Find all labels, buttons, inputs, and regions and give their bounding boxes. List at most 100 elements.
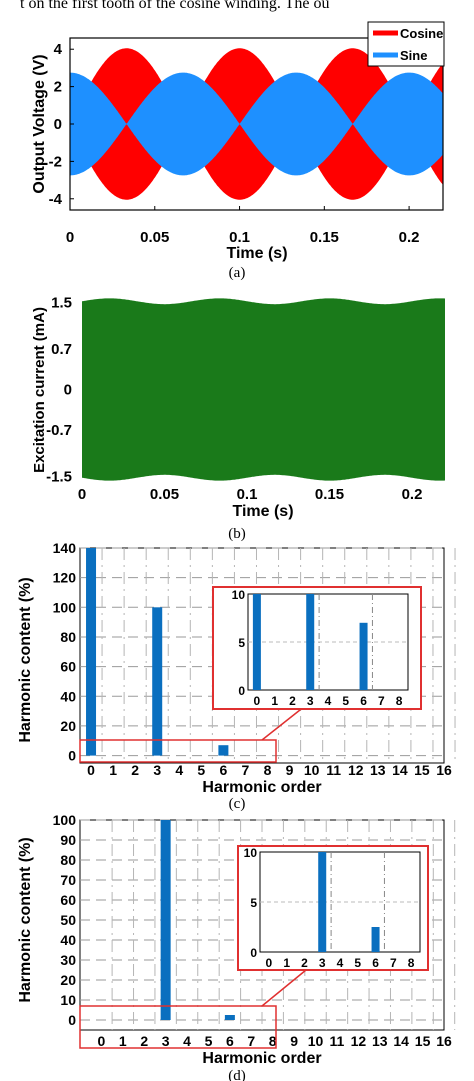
x-tick-label: 0 (98, 1033, 106, 1049)
x-tick-label: 0.05 (150, 486, 179, 503)
inset-x-tick-label: 7 (390, 956, 397, 970)
x-tick-label: 3 (162, 1033, 170, 1049)
panel-c-zoom-connector (261, 705, 306, 741)
x-tick-label: 14 (392, 762, 408, 778)
x-tick-label: 0.05 (140, 229, 169, 246)
panel-b-ylabel: Excitation current (mA) (31, 307, 48, 473)
y-tick-label: 140 (53, 540, 77, 556)
y-tick-label: 40 (60, 688, 76, 704)
y-tick-label: 0 (64, 382, 72, 399)
y-tick-label: 60 (60, 892, 76, 908)
x-tick-label: 15 (414, 762, 430, 778)
x-tick-label: 6 (219, 762, 227, 778)
y-tick-label: 4 (54, 41, 63, 58)
panel-a-legend: Cosine Sine (367, 21, 445, 67)
caption-a: (a) (229, 265, 246, 281)
x-tick-label: 7 (247, 1033, 255, 1049)
x-tick-label: 5 (205, 1033, 213, 1049)
x-tick-label: 10 (304, 762, 320, 778)
x-tick-label: 5 (197, 762, 205, 778)
x-tick-label: 2 (140, 1033, 148, 1049)
x-tick-label: 11 (326, 762, 341, 778)
inset-x-tick-label: 0 (266, 956, 273, 970)
inset-x-tick-label: 3 (307, 694, 314, 708)
x-tick-label: 7 (242, 762, 250, 778)
inset-x-tick-label: 4 (337, 956, 344, 970)
bar-harmonic-6 (224, 1015, 235, 1020)
panel-d-zoom-box (79, 1005, 277, 1049)
x-tick-label: 4 (175, 762, 183, 778)
y-tick-label: 1.5 (51, 294, 72, 311)
x-tick-label: 8 (264, 762, 272, 778)
panel-b-chart: 0 0.05 0.1 0.15 0.2-1.5-0.700.71.5 Time (s) … (31, 285, 445, 542)
inset-bar-harmonic-0 (252, 594, 261, 690)
x-tick-label: 0.2 (399, 229, 420, 246)
caption-d: (d) (228, 1068, 246, 1081)
inset-y-tick-label: 10 (232, 588, 246, 602)
y-tick-label: 2 (54, 79, 62, 96)
panel-d-xlabel: Harmonic order (202, 1050, 321, 1067)
x-tick-label: 9 (286, 762, 294, 778)
panel-d-ylabel: Harmonic content (%) (17, 837, 34, 1002)
y-tick-label: 40 (60, 932, 76, 948)
panel-a-chart: 0 0.05 0.1 0.15 0.2 -4 -2 0 2 4 Cosine Sine Time … (31, 21, 445, 281)
inset-bar-harmonic-6 (371, 927, 380, 952)
x-tick-label: 10 (308, 1033, 324, 1049)
caption-b: (b) (228, 526, 246, 542)
y-tick-label: 0 (68, 1012, 76, 1028)
x-tick-label: 4 (183, 1033, 191, 1049)
x-tick-label: 0.15 (315, 486, 344, 503)
inset-x-tick-label: 2 (289, 694, 296, 708)
x-tick-label: 12 (348, 762, 364, 778)
y-tick-label: 20 (60, 972, 76, 988)
x-tick-label: 2 (131, 762, 139, 778)
legend-sine-label: Sine (400, 48, 427, 63)
x-tick-label: 16 (436, 1033, 452, 1049)
y-tick-label: 100 (53, 599, 77, 615)
inset-bar-harmonic-3 (306, 594, 315, 690)
panel-d-chart: 0 1 2 3 4 5 6 7 8 9 10 11 12 13 14 15 160102030405060708… (17, 812, 456, 1081)
panel-c-xlabel: Harmonic order (202, 779, 321, 796)
x-tick-label: 0 (66, 229, 74, 246)
x-tick-label: 12 (351, 1033, 367, 1049)
inset-y-tick-label: 0 (238, 684, 245, 698)
bar-harmonic-0 (86, 548, 97, 756)
x-tick-label: 15 (415, 1033, 431, 1049)
x-tick-label: 13 (370, 762, 386, 778)
header-text: t on the first tooth of the cosine windi… (20, 0, 329, 12)
x-tick-label: 0.1 (229, 229, 250, 246)
inset-x-tick-label: 6 (372, 956, 379, 970)
inset-bar-harmonic-6 (359, 622, 368, 690)
x-tick-label: 3 (153, 762, 161, 778)
x-tick-label: 8 (269, 1033, 277, 1049)
y-tick-label: 80 (60, 852, 76, 868)
x-tick-label: 13 (372, 1033, 388, 1049)
inset-x-tick-label: 1 (271, 694, 278, 708)
inset-y-tick-label: 5 (250, 896, 257, 910)
x-tick-label: 6 (226, 1033, 234, 1049)
x-tick-label: 11 (330, 1033, 345, 1049)
excitation-current-band (82, 298, 445, 481)
inset-x-tick-label: 2 (301, 956, 308, 970)
inset-y-tick-label: 5 (238, 636, 245, 650)
y-tick-label: 80 (60, 629, 76, 645)
inset-bar-harmonic-3 (318, 852, 327, 952)
y-tick-label: -1.5 (46, 469, 72, 486)
y-tick-label: 90 (60, 832, 76, 848)
inset-x-tick-label: 0 (254, 694, 261, 708)
panel-c-chart: 0 1 2 3 4 5 6 7 8 9 10 11 12 13 14 15 160204060801001201… (17, 540, 456, 812)
y-tick-label: 30 (60, 952, 76, 968)
inset-y-tick-label: 10 (244, 846, 258, 860)
panel-d-zoom-connector (261, 969, 307, 1007)
panel-c-zoom-box (79, 739, 277, 763)
bar-harmonic-3 (160, 820, 171, 1020)
y-tick-label: 70 (60, 872, 76, 888)
x-tick-label: 14 (393, 1033, 409, 1049)
y-tick-label: 100 (53, 812, 77, 828)
y-tick-label: 0 (68, 748, 76, 764)
inset-x-tick-label: 3 (319, 956, 326, 970)
y-tick-label: 20 (60, 718, 76, 734)
y-tick-label: 0.7 (51, 341, 72, 358)
y-tick-label: 10 (60, 992, 76, 1008)
